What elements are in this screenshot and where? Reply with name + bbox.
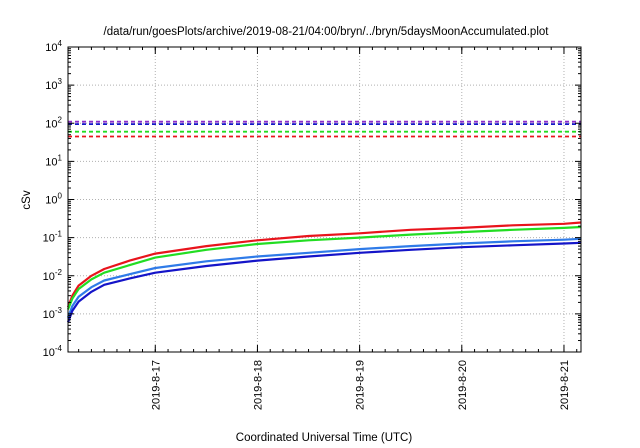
x-tick-label: 2019-8-19	[355, 360, 367, 410]
series-line	[66, 225, 582, 310]
y-tick-label: 104	[45, 39, 62, 54]
x-axis-label: Coordinated Universal Time (UTC)	[236, 432, 413, 444]
y-tick-label: 100	[45, 192, 62, 207]
y-tick-label: 101	[45, 153, 62, 168]
x-axis: 2019-8-17 2019-8-18 2019-8-19 2019-8-20 2019…	[78, 47, 578, 410]
plot-frame	[67, 46, 582, 353]
series-line	[66, 237, 582, 318]
grid	[68, 47, 581, 352]
y-tick-label: 103	[45, 77, 62, 92]
y-tick-label: 102	[45, 115, 62, 130]
y-tick-label: 10-1	[43, 230, 63, 245]
x-tick-label: 2019-8-20	[457, 360, 469, 410]
y-tick-label: 10-4	[43, 344, 63, 359]
x-tick-label: 2019-8-18	[252, 360, 264, 410]
x-tick-label: 2019-8-17	[150, 360, 162, 410]
y-axis-label: cSv	[21, 190, 33, 209]
x-tick-label: 2019-8-21	[559, 360, 571, 410]
y-tick-label: 10-2	[43, 268, 63, 283]
y-tick-label: 10-3	[43, 306, 63, 321]
series-lines	[66, 221, 582, 323]
chart-title: /data/run/goesPlots/archive/2019-08-21/0…	[104, 26, 550, 38]
series-line	[66, 221, 582, 308]
series-line	[66, 241, 582, 323]
reference-lines	[68, 120, 581, 138]
